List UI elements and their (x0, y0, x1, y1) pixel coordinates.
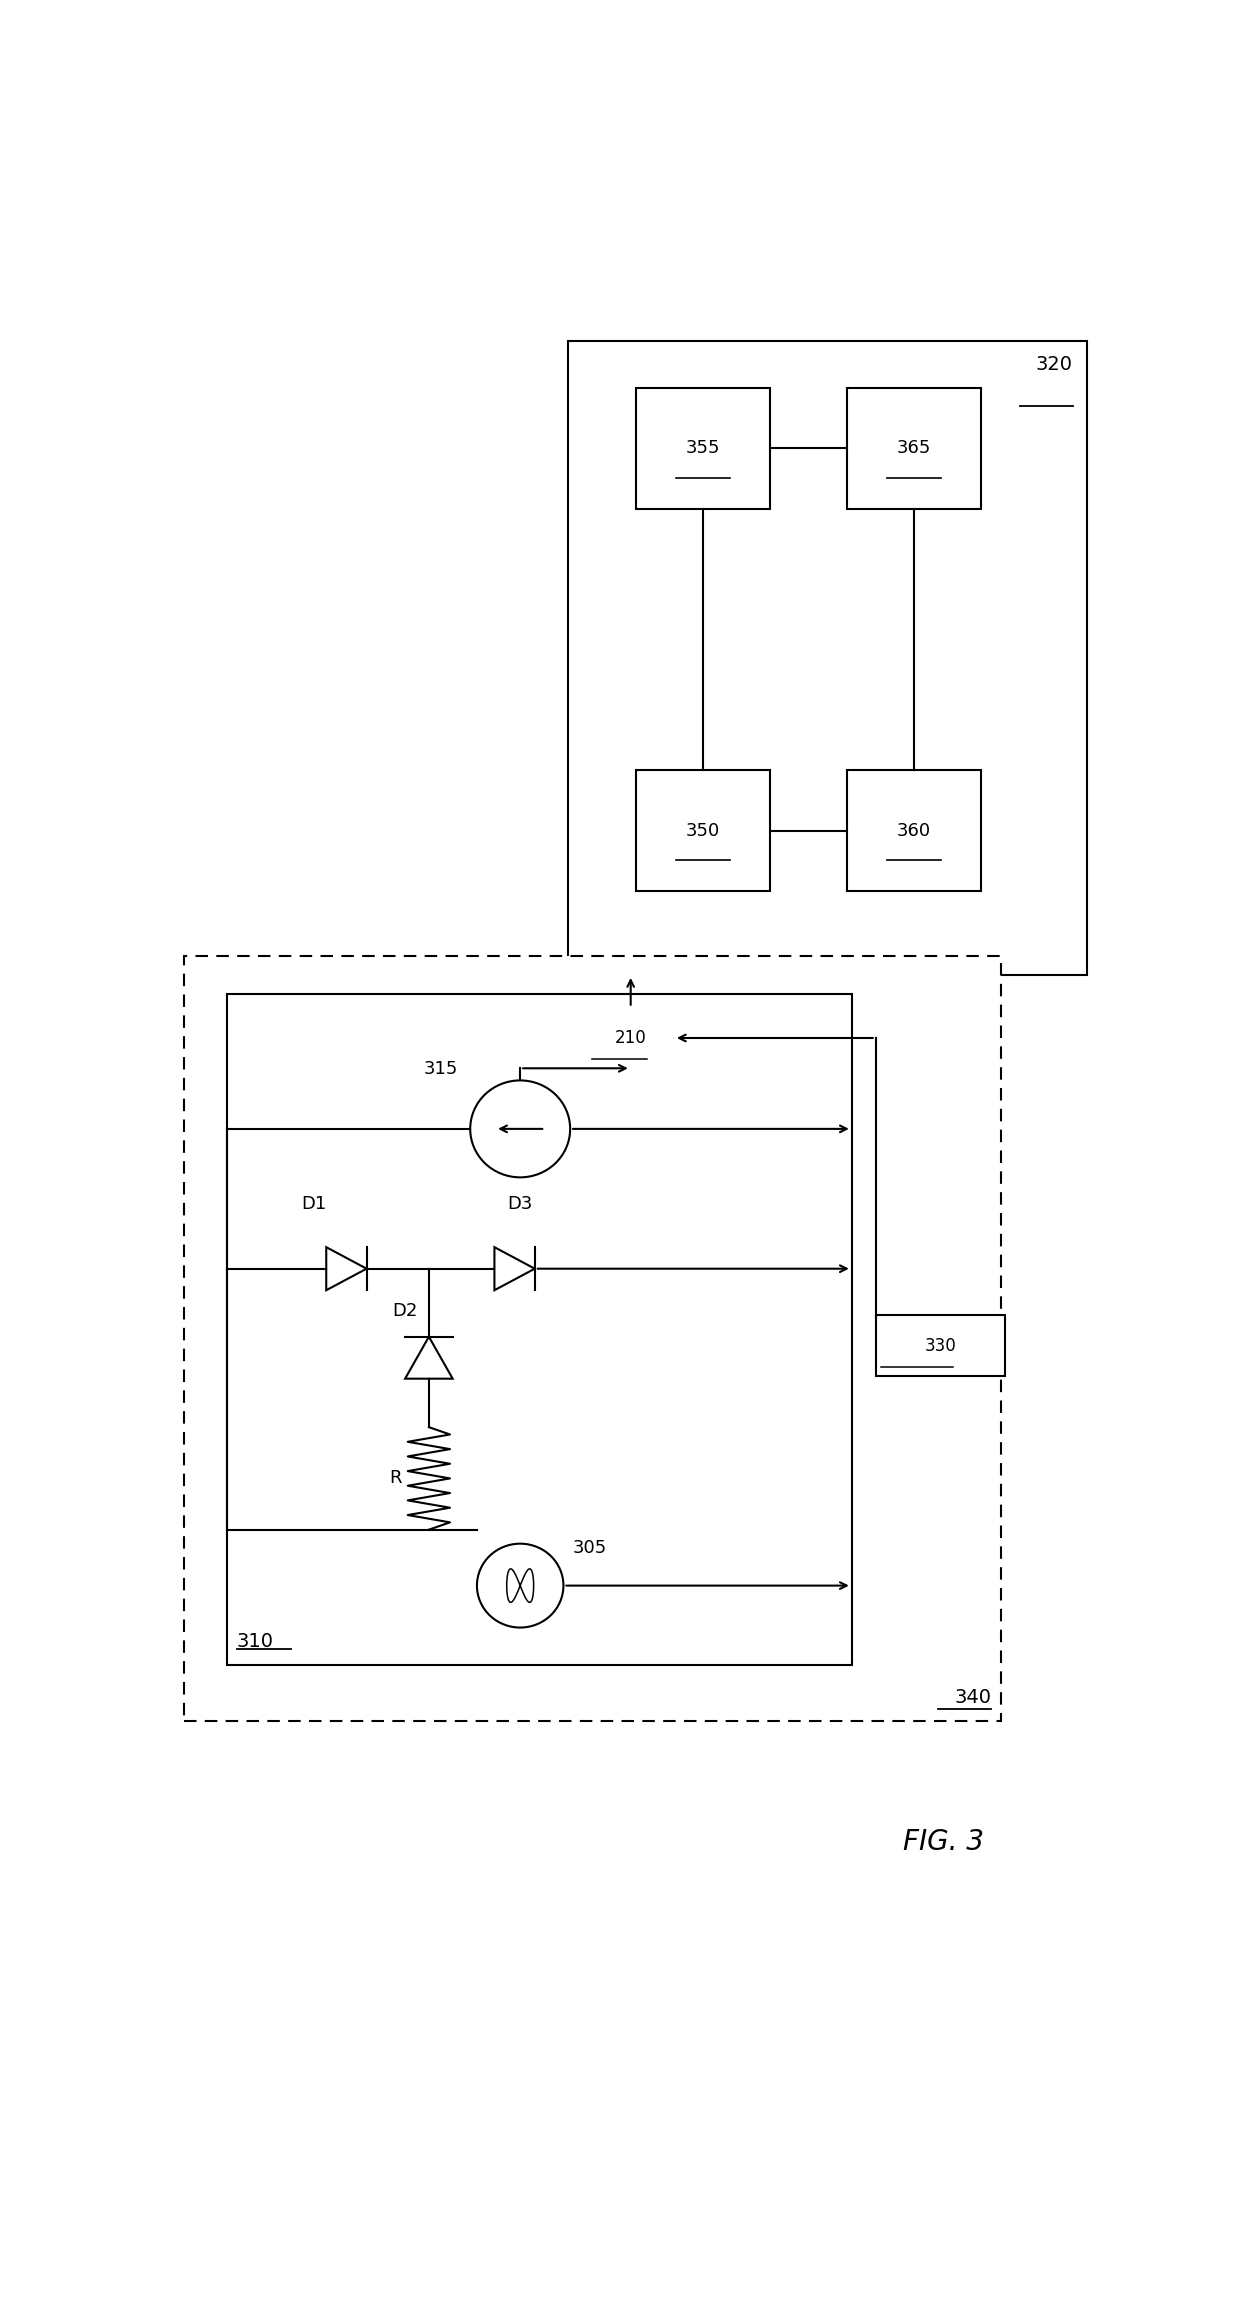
Text: 305: 305 (573, 1539, 608, 1557)
Text: 355: 355 (686, 439, 720, 458)
Text: D2: D2 (392, 1302, 418, 1320)
Text: D3: D3 (507, 1194, 533, 1212)
Bar (635, 389, 770, 508)
Bar (847, 389, 982, 508)
Text: FIG. 3: FIG. 3 (903, 1828, 983, 1856)
Text: 320: 320 (1035, 354, 1073, 375)
Text: 350: 350 (686, 821, 720, 839)
Bar (184, 957, 1001, 1720)
Text: 315: 315 (423, 1060, 458, 1079)
Bar (875, 1316, 1006, 1375)
Text: 330: 330 (925, 1336, 956, 1355)
Bar (227, 994, 852, 1665)
Text: 340: 340 (954, 1688, 991, 1707)
Bar (588, 1007, 675, 1067)
Text: R: R (389, 1470, 402, 1488)
Bar (635, 770, 770, 890)
Text: 360: 360 (897, 821, 931, 839)
Text: 210: 210 (615, 1028, 646, 1046)
Bar (847, 770, 982, 890)
Text: D1: D1 (301, 1194, 326, 1212)
Text: 310: 310 (237, 1633, 274, 1651)
Bar (568, 340, 1087, 975)
Text: 365: 365 (897, 439, 931, 458)
